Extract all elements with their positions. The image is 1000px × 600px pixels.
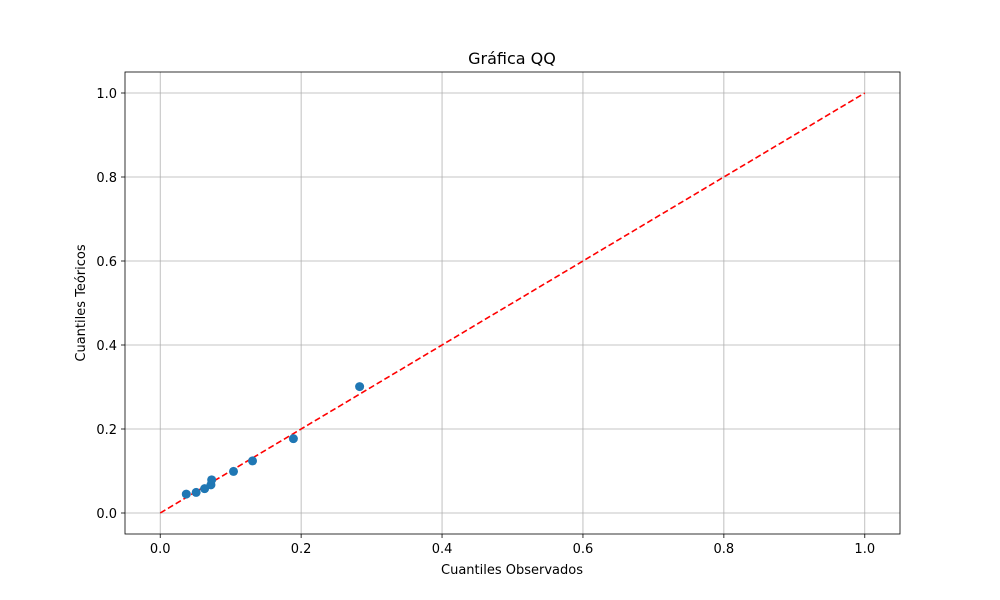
x-tick-label: 0.8 [714,542,735,557]
y-tick-label: 0.4 [96,339,117,354]
x-tick-label: 1.0 [854,542,875,557]
chart-title: Gráfica QQ [468,49,556,68]
y-tick-label: 0.6 [96,255,117,270]
y-tick-label: 0.0 [96,507,117,522]
x-axis-label: Cuantiles Observados [441,563,583,578]
x-axis-ticks: 0.0 0.2 0.4 0.6 0.8 1.0 [150,534,875,557]
grid [125,72,900,534]
data-point [207,475,217,485]
y-tick-label: 0.8 [96,171,117,186]
y-tick-label: 0.2 [96,423,117,438]
data-point [248,456,258,466]
data-point [229,466,238,476]
data-point [181,489,191,499]
y-tick-label: 1.0 [96,87,117,102]
points-layer [181,382,365,499]
x-tick-label: 0.4 [432,542,453,557]
x-tick-label: 0.2 [291,542,312,557]
reference-line [159,92,866,514]
y-axis-ticks: 0.0 0.2 0.4 0.6 0.8 1.0 [96,87,125,522]
x-tick-label: 0.6 [573,542,594,557]
x-tick-label: 0.0 [150,542,171,557]
reference-line-layer [159,92,866,514]
data-point [355,382,365,392]
plot-frame [124,71,901,535]
data-point [191,487,201,497]
y-axis-label: Cuantiles Teóricos [74,244,89,361]
data-point [288,434,298,444]
